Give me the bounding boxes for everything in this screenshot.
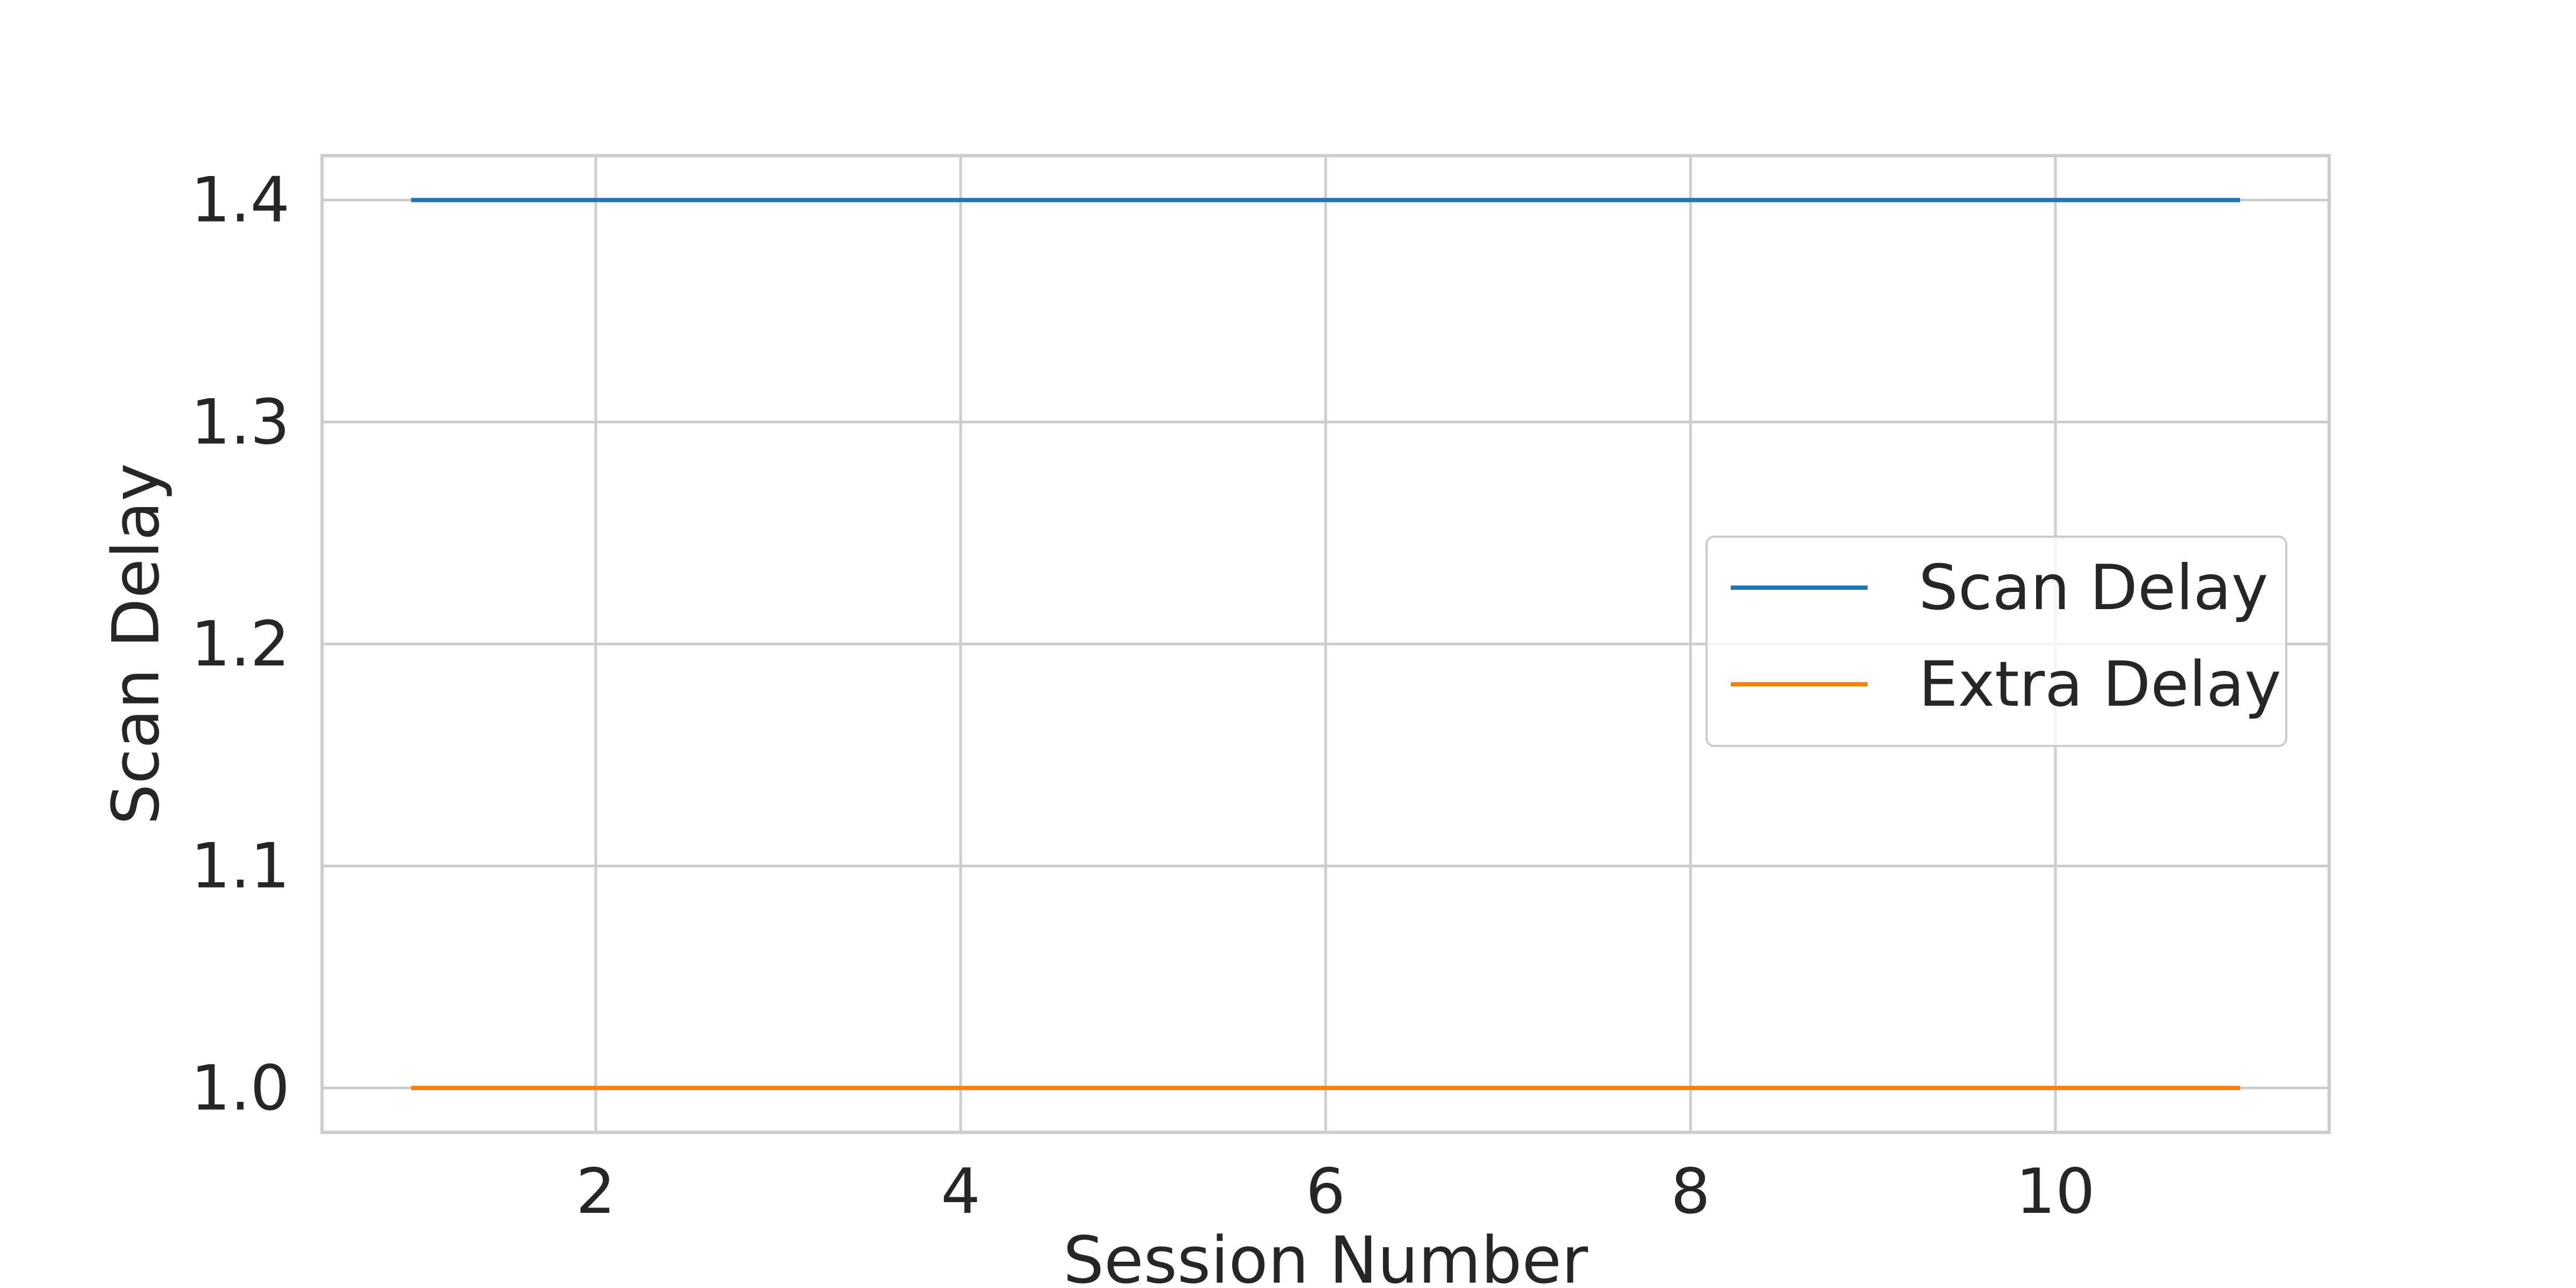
y-tick-label: 1.1 [191, 830, 290, 903]
x-tick-labels: 2 4 6 8 10 [576, 1155, 2095, 1228]
legend-label-extra-delay: Extra Delay [1919, 648, 2281, 721]
y-tick-label: 1.3 [191, 386, 290, 458]
y-tick-labels: 1.0 1.1 1.2 1.3 1.4 [191, 164, 290, 1125]
y-tick-label: 1.4 [191, 164, 290, 237]
y-tick-label: 1.0 [191, 1052, 290, 1124]
x-tick-label: 10 [2016, 1155, 2095, 1228]
y-tick-label: 1.2 [191, 608, 290, 680]
legend-label-scan-delay: Scan Delay [1919, 552, 2268, 624]
y-axis-label: Scan Delay [99, 463, 174, 825]
legend: Scan Delay Extra Delay [1706, 536, 2287, 747]
series-layer [411, 197, 2240, 1091]
plot-frame [320, 154, 2331, 1134]
x-tick-label: 8 [1671, 1155, 1710, 1228]
x-axis-label: Session Number [1063, 1224, 1589, 1288]
x-tick-label: 4 [941, 1155, 980, 1228]
x-tick-label: 6 [1306, 1155, 1345, 1228]
x-tick-label: 2 [576, 1155, 616, 1228]
